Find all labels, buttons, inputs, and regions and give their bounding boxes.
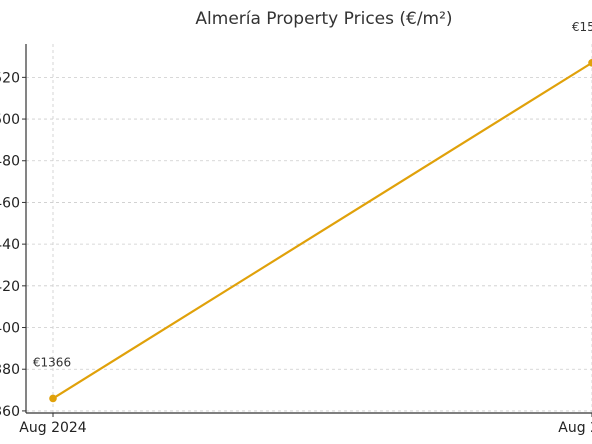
series bbox=[49, 58, 592, 403]
y-tick-label: 1400 bbox=[0, 321, 20, 337]
data-label: €1527 bbox=[572, 20, 592, 34]
series-line bbox=[52, 61, 592, 400]
y-tick-label: 1500 bbox=[0, 112, 20, 128]
data-point bbox=[588, 58, 592, 67]
y-tick-label: 1360 bbox=[0, 404, 20, 420]
data-labels: €1366 €1527 bbox=[33, 20, 592, 370]
x-tick-label: Aug 2025 bbox=[558, 420, 592, 436]
data-label: €1366 bbox=[33, 355, 71, 369]
grid bbox=[26, 44, 592, 413]
axes bbox=[25, 44, 592, 414]
y-tick-label: 1440 bbox=[0, 237, 20, 253]
y-tick-label: 1420 bbox=[0, 279, 20, 295]
x-axis-ticks: Aug 2024 Aug 2025 bbox=[19, 413, 592, 436]
y-axis-ticks: 1360 1380 1400 1420 1440 1460 1480 1500 1520 bbox=[0, 70, 26, 420]
y-tick-label: 1380 bbox=[0, 362, 20, 378]
y-tick-label: 1520 bbox=[0, 70, 20, 86]
x-tick-label: Aug 2024 bbox=[19, 420, 87, 436]
y-tick-label: 1480 bbox=[0, 154, 20, 170]
chart-title: Almería Property Prices (€/m²) bbox=[195, 9, 452, 29]
data-point bbox=[49, 394, 57, 403]
y-tick-label: 1460 bbox=[0, 195, 20, 211]
